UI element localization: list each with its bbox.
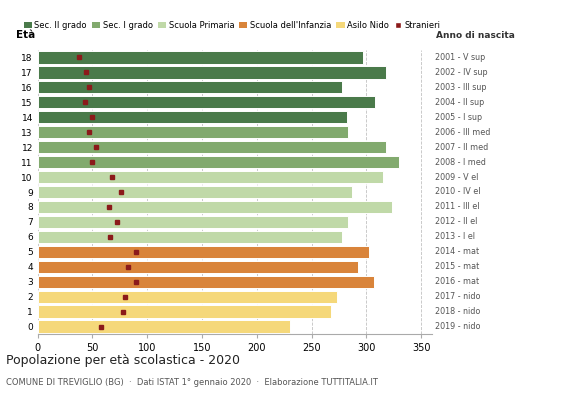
Bar	[38, 276, 374, 288]
Text: 2003 - III sup: 2003 - III sup	[436, 83, 487, 92]
Bar	[38, 186, 352, 198]
Text: Età: Età	[16, 30, 35, 40]
Bar	[38, 156, 399, 168]
Bar	[38, 126, 348, 138]
Text: 2007 - II med: 2007 - II med	[436, 143, 488, 152]
Text: 2012 - II el: 2012 - II el	[436, 217, 478, 226]
Text: Anno di nascita: Anno di nascita	[436, 31, 515, 40]
Bar	[38, 111, 347, 123]
Text: 2002 - IV sup: 2002 - IV sup	[436, 68, 488, 77]
Bar	[38, 171, 383, 183]
Text: 2008 - I med: 2008 - I med	[436, 158, 486, 167]
Bar	[38, 216, 348, 228]
Bar	[38, 66, 386, 78]
Text: Popolazione per età scolastica - 2020: Popolazione per età scolastica - 2020	[6, 354, 240, 367]
Text: 2013 - I el: 2013 - I el	[436, 232, 476, 241]
Text: 2016 - mat: 2016 - mat	[436, 277, 480, 286]
Bar	[38, 320, 289, 333]
Text: 2011 - III el: 2011 - III el	[436, 202, 480, 212]
Bar	[38, 290, 337, 303]
Text: 2019 - nido: 2019 - nido	[436, 322, 481, 331]
Bar	[38, 141, 386, 153]
Bar	[38, 201, 392, 213]
Text: 2001 - V sup: 2001 - V sup	[436, 53, 485, 62]
Text: 2009 - V el: 2009 - V el	[436, 172, 478, 182]
Bar	[38, 51, 363, 64]
Bar	[38, 306, 331, 318]
Legend: Sec. II grado, Sec. I grado, Scuola Primaria, Scuola dell'Infanzia, Asilo Nido, : Sec. II grado, Sec. I grado, Scuola Prim…	[20, 17, 444, 33]
Text: 2004 - II sup: 2004 - II sup	[436, 98, 485, 107]
Text: 2018 - nido: 2018 - nido	[436, 307, 481, 316]
Text: COMUNE DI TREVIGLIO (BG)  ·  Dati ISTAT 1° gennaio 2020  ·  Elaborazione TUTTITA: COMUNE DI TREVIGLIO (BG) · Dati ISTAT 1°…	[6, 378, 378, 387]
Text: 2010 - IV el: 2010 - IV el	[436, 188, 481, 196]
Bar	[38, 231, 342, 243]
Text: 2015 - mat: 2015 - mat	[436, 262, 480, 271]
Bar	[38, 261, 358, 273]
Text: 2017 - nido: 2017 - nido	[436, 292, 481, 301]
Text: 2005 - I sup: 2005 - I sup	[436, 113, 483, 122]
Text: 2014 - mat: 2014 - mat	[436, 247, 480, 256]
Text: 2006 - III med: 2006 - III med	[436, 128, 491, 137]
Bar	[38, 81, 342, 94]
Bar	[38, 246, 368, 258]
Bar	[38, 96, 375, 108]
